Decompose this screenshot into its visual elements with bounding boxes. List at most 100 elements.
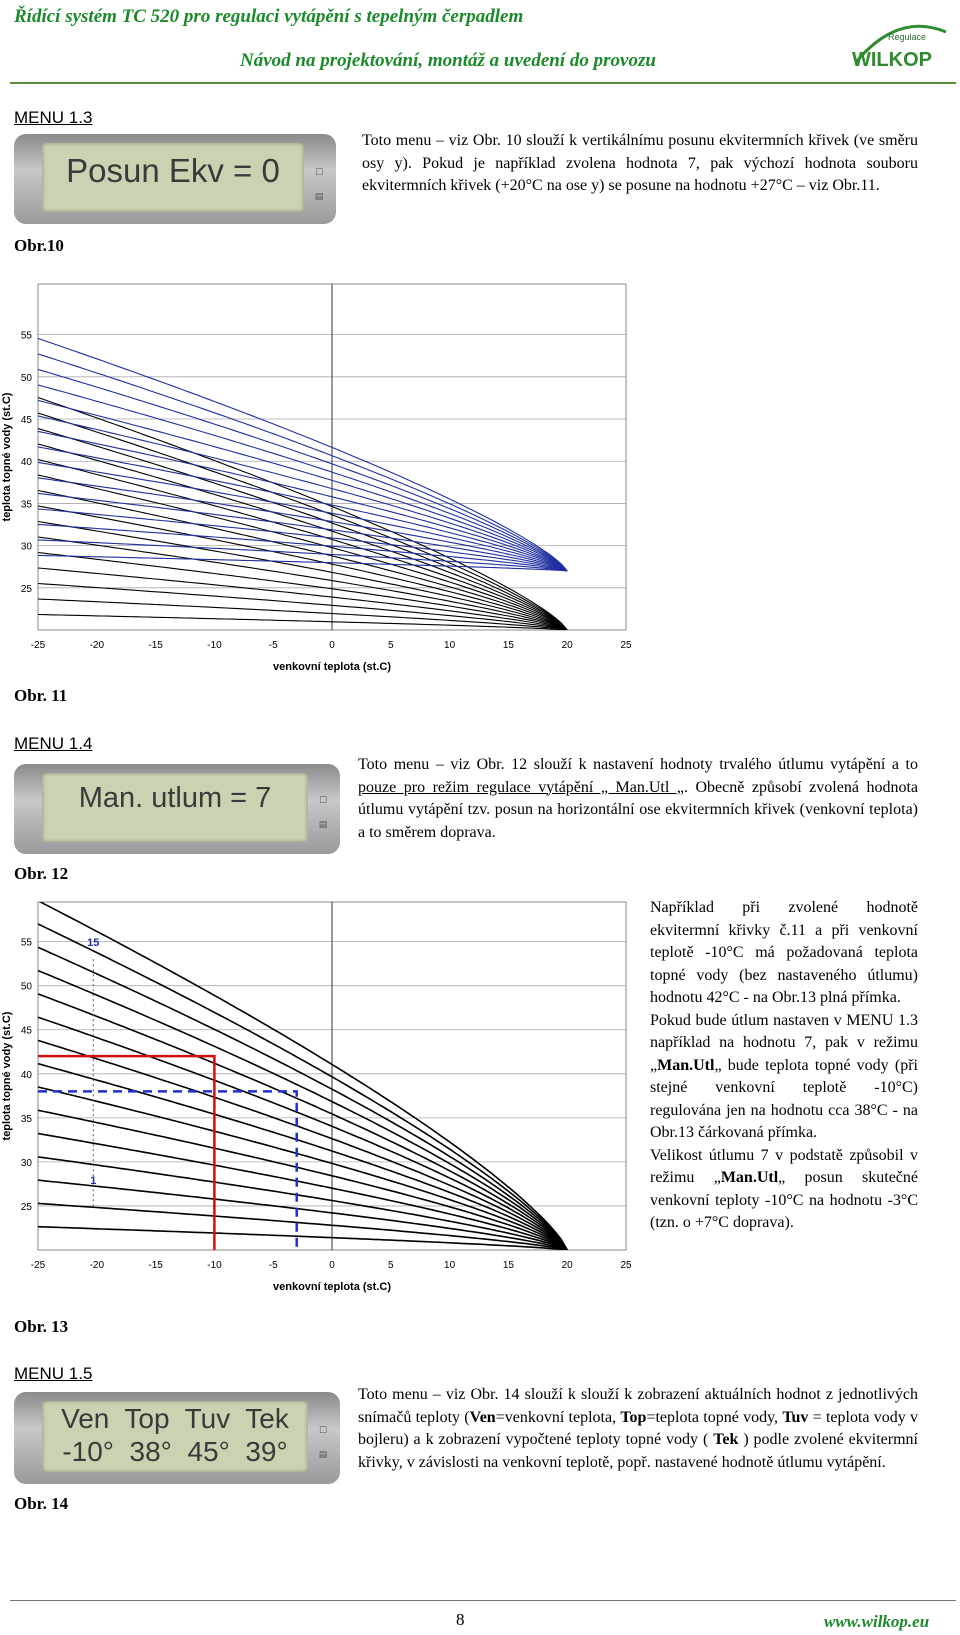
ekvitermni-krivka xyxy=(38,1062,568,1250)
ekvitermni-krivka xyxy=(38,1156,568,1250)
menu-1-4-description: Toto menu – viz Obr. 12 slouží k nastave… xyxy=(358,756,918,841)
x-tick-label: 5 xyxy=(388,1260,394,1271)
x-tick-label: -20 xyxy=(90,640,105,651)
lcd-text-line2: -10° 38° 45° 39° xyxy=(62,1436,288,1467)
ekvitermni-krivka xyxy=(38,902,568,1250)
lcd-text: Posun Ekv = 0 xyxy=(66,152,280,189)
logo-top-text: Regulace xyxy=(888,32,926,42)
x-tick-label: 10 xyxy=(444,640,456,651)
logo-main-text: WILKOP xyxy=(852,49,932,71)
ekvitermni-krivka xyxy=(38,1202,568,1250)
y-tick-label: 50 xyxy=(21,373,33,384)
solid-marker-line xyxy=(38,1054,216,1250)
y-tick-label: 45 xyxy=(21,415,33,426)
y-tick-label: 55 xyxy=(21,331,33,342)
lcd-side-icon: ▤ xyxy=(318,820,328,830)
x-tick-label: 25 xyxy=(620,1260,632,1271)
curve-label-top: 15 xyxy=(87,937,99,949)
y-tick-label: 35 xyxy=(21,499,33,510)
ekvitermni-krivka-posunuta xyxy=(38,461,568,572)
ekvitermni-krivka xyxy=(38,969,568,1250)
lcd-text-line1: Ven Top Tuv Tek xyxy=(61,1403,289,1434)
x-tick-label: -20 xyxy=(90,1260,105,1271)
x-tick-label: -5 xyxy=(269,640,278,651)
x-tick-label: 5 xyxy=(388,640,394,651)
ekvitermni-krivka xyxy=(38,1179,568,1250)
y-axis-label: teplota topné vody (st.C) xyxy=(1,1011,13,1140)
lcd-screen: Posun Ekv = 0 xyxy=(42,143,304,212)
menu-1-3-heading: MENU 1.3 xyxy=(14,108,93,127)
menu-1-4-example-text: Například při zvolené hodnotě ekvitermní… xyxy=(650,899,918,1231)
ekvitermni-krivka xyxy=(38,536,568,630)
x-tick-label: 25 xyxy=(620,640,632,651)
ekvitermni-krivka xyxy=(38,412,568,630)
ekvitermni-krivka xyxy=(38,427,568,630)
ekvitermni-krivka-posunuta xyxy=(38,337,568,572)
figure-caption-obr10: Obr.10 xyxy=(14,236,64,255)
dashed-marker-line xyxy=(38,1090,298,1250)
footer-divider xyxy=(10,1600,956,1601)
y-tick-label: 25 xyxy=(21,1202,33,1213)
curve-label-bottom: 1 xyxy=(90,1175,96,1187)
lcd-side-icon: ☐ xyxy=(318,1426,328,1436)
curve-group xyxy=(38,902,568,1250)
lcd-side-icon: ▤ xyxy=(318,1450,328,1460)
ekvitermni-krivka xyxy=(38,551,568,630)
x-axis-label: venkovní teplota (st.C) xyxy=(273,1281,391,1293)
ekvitermni-krivka xyxy=(38,1109,568,1250)
ekvitermni-krivka xyxy=(38,1225,568,1250)
y-tick-label: 40 xyxy=(21,1070,33,1081)
ekvitermni-krivka-posunuta xyxy=(38,446,568,572)
menu-1-5-description: Toto menu – viz Obr. 14 slouží k slouží … xyxy=(358,1386,919,1471)
y-axis-label: teplota topné vody (st.C) xyxy=(1,392,13,521)
ekvitermni-krivka xyxy=(38,489,568,630)
x-tick-label: 20 xyxy=(562,1260,574,1271)
x-tick-label: -15 xyxy=(148,1260,163,1271)
ekvitermni-krivka-posunuta xyxy=(38,384,568,572)
lcd-side-icon: ☐ xyxy=(314,168,324,178)
ekvitermni-krivka xyxy=(38,598,568,630)
document-subtitle: Návod na projektování, montáž a uvedení … xyxy=(240,50,656,71)
y-tick-label: 40 xyxy=(21,457,33,468)
ekvitermni-krivka-posunuta xyxy=(38,523,568,572)
y-tick-label: 50 xyxy=(21,982,33,993)
lcd-screen: Man. utlum = 7 xyxy=(42,773,308,842)
ekvitermni-krivka-posunuta xyxy=(38,508,568,572)
document-title: Řídící systém TC 520 pro regulaci vytápě… xyxy=(14,6,524,27)
y-tick-label: 30 xyxy=(21,542,33,553)
ekvitermni-krivka-posunuta xyxy=(38,368,568,572)
ekvitermni-krivka xyxy=(38,582,568,630)
ekvitermni-krivka xyxy=(38,1039,568,1250)
ekvitermni-krivka-posunuta xyxy=(38,539,568,572)
x-tick-label: -5 xyxy=(269,1260,278,1271)
ekvitermni-krivka xyxy=(38,923,568,1250)
wilkop-logo: Regulace WILKOP xyxy=(852,24,947,71)
ekvitermni-krivka-posunuta xyxy=(38,554,568,572)
figure-caption-obr11: Obr. 11 xyxy=(14,686,68,705)
header-divider xyxy=(10,82,956,84)
ekvitermni-krivka xyxy=(38,458,568,630)
x-tick-label: -15 xyxy=(148,640,163,651)
ekvitermni-krivka xyxy=(38,1086,568,1250)
ekvitermni-krivka xyxy=(38,443,568,630)
x-tick-label: 0 xyxy=(329,1260,335,1271)
ekvitermni-krivka xyxy=(38,993,568,1250)
y-tick-label: 35 xyxy=(21,1114,33,1125)
ekvitermni-krivka-posunuta xyxy=(38,399,568,572)
x-tick-label: 15 xyxy=(503,1260,515,1271)
x-tick-label: 15 xyxy=(503,640,515,651)
lcd-side-icon: ☐ xyxy=(318,796,328,806)
ekvitermni-krivka xyxy=(38,520,568,630)
chart-obr13: 25 30 35 40 45 50 55 -25 -20 -15 -10 -5 0 5 10 15 20 25 ve… xyxy=(1,901,632,1293)
y-tick-label: 45 xyxy=(21,1026,33,1037)
lcd-display-menu-1-3: Posun Ekv = 0 ☐ ▤ xyxy=(14,134,336,224)
footer-url: www.wilkop.eu xyxy=(824,1612,930,1631)
ekvitermni-krivka-posunuta xyxy=(38,477,568,572)
ekvitermni-krivka xyxy=(38,1016,568,1250)
x-tick-label: -25 xyxy=(31,640,46,651)
x-tick-label: -10 xyxy=(207,640,222,651)
page-number: 8 xyxy=(456,1610,465,1629)
ekvitermni-krivka-posunuta xyxy=(38,353,568,572)
y-tick-label: 55 xyxy=(21,938,33,949)
ekvitermni-krivka xyxy=(38,505,568,630)
